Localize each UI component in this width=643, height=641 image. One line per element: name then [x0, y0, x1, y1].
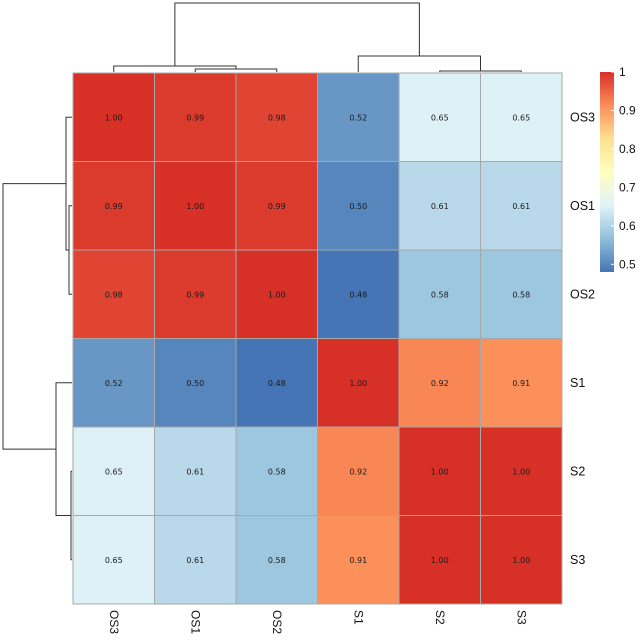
- heatmap-cell-OS2-S2: [398, 249, 481, 339]
- cell-value-label: 1.00: [431, 556, 449, 565]
- cell-value-label: 0.92: [431, 379, 449, 388]
- legend-tick-label: 0.9: [619, 103, 636, 117]
- dendrogram-branch: [439, 70, 522, 72]
- heatmap-cell-S3-OS3: [72, 515, 155, 605]
- dendrogram-branch: [174, 2, 420, 66]
- cell-value-label: 0.61: [186, 556, 204, 565]
- heatmap-cell-OS3-S3: [480, 72, 563, 162]
- heatmap-cell-OS1-S1: [317, 161, 400, 251]
- row-label: S3: [570, 553, 585, 567]
- cell-value-label: 0.65: [105, 556, 123, 565]
- column-label: S3: [514, 610, 528, 625]
- legend-tick-label: 1: [619, 65, 626, 79]
- heatmap-cell-S3-OS2: [235, 515, 318, 605]
- cell-value-label: 0.48: [349, 290, 367, 299]
- cell-value-label: 0.99: [186, 113, 204, 122]
- cell-value-label: 1.00: [512, 467, 530, 476]
- row-dendrogram: [2, 116, 72, 561]
- heatmap-cell-S1-OS1: [154, 338, 237, 428]
- heatmap-cell-S2-OS1: [154, 426, 237, 516]
- heatmap-cell-OS3-OS3: [72, 72, 155, 162]
- column-labels: OS3 OS1 OS2 S1 S2 S3: [107, 610, 529, 634]
- dendrogram-branch: [194, 68, 278, 72]
- cell-value-label: 1.00: [431, 467, 449, 476]
- row-labels: OS3 OS1 OS2 S1 S2 S3: [570, 110, 595, 567]
- legend-tick-label: 0.6: [619, 219, 636, 233]
- cell-value-label: 1.00: [268, 290, 286, 299]
- cell-value-label: 0.58: [268, 556, 286, 565]
- cell-value-label: 1.00: [512, 556, 530, 565]
- heatmap-cell-OS1-S2: [398, 161, 481, 251]
- cell-value-label: 0.65: [512, 113, 530, 122]
- cell-value-label: 0.50: [186, 379, 204, 388]
- heatmap-cell-S3-S2: [398, 515, 481, 605]
- cell-value-label: 0.98: [268, 113, 286, 122]
- legend-color-bar: [600, 72, 614, 272]
- cell-value-label: 0.52: [349, 113, 367, 122]
- heatmap-cell-OS1-OS3: [72, 161, 155, 251]
- dendrogram-branch: [2, 183, 66, 450]
- heatmap-cell-OS2-OS3: [72, 249, 155, 339]
- legend-tick-label: 0.5: [619, 257, 636, 271]
- row-label: S2: [570, 464, 585, 478]
- cell-value-label: 0.99: [186, 290, 204, 299]
- cell-value-label: 0.91: [512, 379, 530, 388]
- dendrogram-branch: [357, 55, 481, 72]
- row-label: OS2: [570, 287, 595, 301]
- row-label: OS1: [570, 199, 595, 213]
- cell-value-label: 0.58: [512, 290, 530, 299]
- cell-value-label: 0.65: [431, 113, 449, 122]
- cell-value-label: 0.48: [268, 379, 286, 388]
- heatmap-cell-S3-S3: [480, 515, 563, 605]
- column-dendrogram: [113, 2, 522, 72]
- heatmap-cell-S3-OS1: [154, 515, 237, 605]
- column-label: OS1: [188, 610, 202, 634]
- color-legend: 0.5 0.6 0.7 0.8 0.9 1: [600, 65, 636, 272]
- heatmap-cell-OS1-S3: [480, 161, 563, 251]
- cell-value-label: 0.99: [268, 202, 286, 211]
- legend-tick-label: 0.7: [619, 180, 636, 194]
- heatmap-cell-OS3-OS1: [154, 72, 237, 162]
- heatmap-cell-S2-OS2: [235, 426, 318, 516]
- cell-value-label: 0.99: [105, 202, 123, 211]
- cell-value-label: 0.92: [349, 467, 367, 476]
- heatmap-cell-OS2-S1: [317, 249, 400, 339]
- cell-value-label: 0.98: [105, 290, 123, 299]
- cell-value-label: 1.00: [349, 379, 367, 388]
- column-label: OS2: [270, 610, 284, 634]
- cell-value-label: 0.65: [105, 467, 123, 476]
- heatmap-cell-OS2-OS1: [154, 249, 237, 339]
- column-label: S2: [433, 610, 447, 625]
- cell-value-label: 0.52: [105, 379, 123, 388]
- cell-value-label: 1.00: [105, 113, 123, 122]
- column-label: OS3: [107, 610, 121, 634]
- heatmap-cell-S1-S2: [398, 338, 481, 428]
- heatmap-cells: 1.00 0.99 0.98 0.52 0.65 0.65 0.99 1.00 0.99 0.50…: [72, 72, 563, 605]
- heatmap-cell-S1-OS2: [235, 338, 318, 428]
- heatmap-cell-OS2-S3: [480, 249, 563, 339]
- heatmap-cell-S2-S3: [480, 426, 563, 516]
- dendrogram-branch: [68, 205, 72, 295]
- cell-value-label: 0.58: [431, 290, 449, 299]
- row-label: OS3: [570, 110, 595, 124]
- heatmap-cell-OS3-S1: [317, 72, 400, 162]
- heatmap-cell-S1-S3: [480, 338, 563, 428]
- cell-value-label: 0.58: [268, 467, 286, 476]
- column-label: S1: [351, 610, 365, 625]
- dendrogram-branch: [55, 382, 72, 516]
- cell-value-label: 0.91: [349, 556, 367, 565]
- heatmap-cell-OS3-OS2: [235, 72, 318, 162]
- cell-value-label: 0.61: [186, 467, 204, 476]
- cell-value-label: 1.00: [186, 202, 204, 211]
- cell-value-label: 0.61: [512, 202, 530, 211]
- cell-value-label: 0.61: [431, 202, 449, 211]
- dendrogram-branch: [70, 470, 72, 561]
- cell-value-label: 0.50: [349, 202, 367, 211]
- row-label: S1: [570, 376, 585, 390]
- heatmap-cell-S1-S1: [317, 338, 400, 428]
- legend-tick-label: 0.8: [619, 142, 636, 156]
- heatmap-cell-OS2-OS2: [235, 249, 318, 339]
